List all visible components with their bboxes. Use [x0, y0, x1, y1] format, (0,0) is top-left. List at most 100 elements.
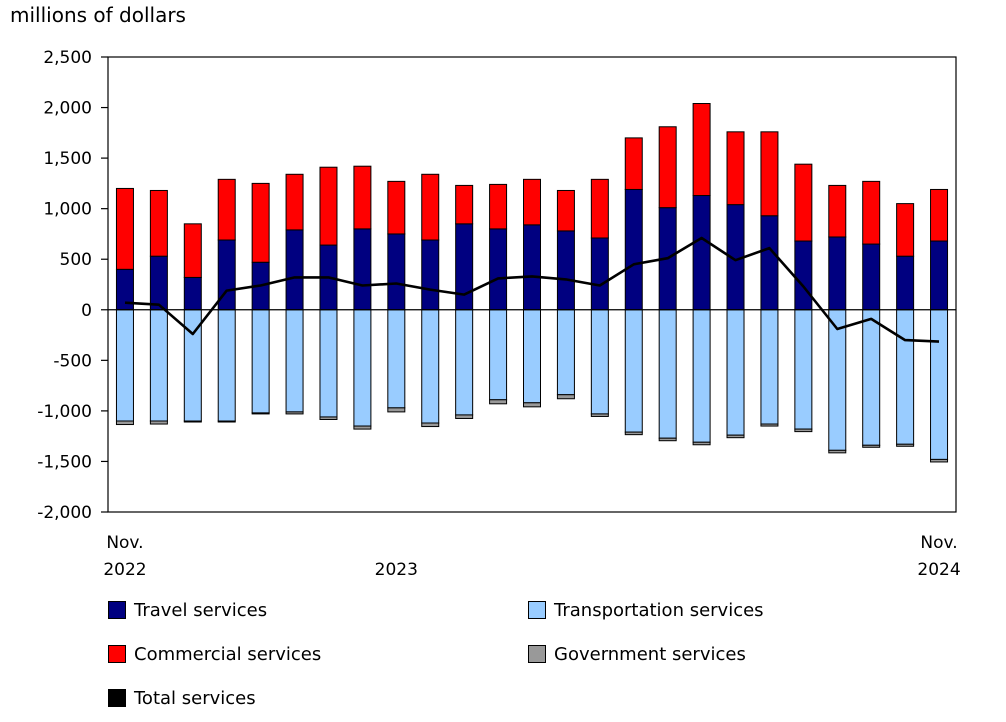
bar-commercial-services	[523, 178, 541, 226]
bar-government-services	[692, 441, 711, 446]
bar-transportation-services	[523, 309, 541, 404]
bar-travel-services	[285, 229, 304, 311]
bar-commercial-services	[624, 137, 643, 190]
bar-government-services	[794, 428, 813, 433]
bar-travel-services	[896, 255, 915, 311]
bar-commercial-services	[183, 223, 202, 278]
bar-commercial-services	[455, 184, 474, 225]
bar-transportation-services	[319, 309, 338, 418]
bar-transportation-services	[115, 309, 134, 422]
bar-travel-services	[590, 237, 609, 311]
bar-transportation-services	[862, 309, 881, 446]
x-tick-label: 2022	[103, 560, 146, 580]
plot-area	[107, 56, 957, 513]
bar-commercial-services	[590, 178, 609, 239]
bar-government-services	[624, 431, 643, 436]
y-tick-label: 0	[81, 301, 92, 321]
bar-government-services	[149, 420, 168, 425]
bar-government-services	[319, 416, 338, 420]
bar-travel-services	[760, 215, 779, 311]
bar-commercial-services	[387, 180, 406, 235]
bar-government-services	[862, 444, 881, 448]
bar-travel-services	[489, 228, 508, 311]
bar-transportation-services	[760, 309, 779, 425]
bar-transportation-services	[251, 309, 270, 414]
y-tick-label: 500	[60, 250, 92, 270]
bar-transportation-services	[658, 309, 677, 439]
bar-commercial-services	[149, 189, 168, 257]
y-tick-label: 2,500	[43, 48, 92, 68]
y-tick-label: -2,000	[37, 503, 92, 523]
bar-transportation-services	[455, 309, 474, 416]
x-tick-label: 2023	[375, 560, 418, 580]
bar-commercial-services	[726, 131, 745, 206]
bar-transportation-services	[590, 309, 609, 415]
bar-commercial-services	[251, 182, 270, 263]
y-tick-label: -1,000	[37, 402, 92, 422]
bar-transportation-services	[726, 309, 745, 436]
bar-commercial-services	[828, 184, 847, 238]
bar-government-services	[421, 422, 440, 428]
bar-government-services	[285, 411, 304, 415]
bar-government-services	[183, 420, 202, 423]
bar-government-services	[590, 413, 609, 417]
bar-travel-services	[624, 188, 643, 311]
bar-travel-services	[353, 228, 372, 311]
bar-commercial-services	[556, 189, 575, 232]
bar-transportation-services	[421, 309, 440, 424]
y-tick-label: -1,500	[37, 452, 92, 472]
bar-transportation-services	[353, 309, 372, 427]
bar-transportation-services	[387, 309, 406, 409]
bar-transportation-services	[285, 309, 304, 413]
bar-government-services	[828, 449, 847, 454]
bar-travel-services	[930, 240, 949, 311]
bar-travel-services	[455, 223, 474, 311]
bar-travel-services	[692, 195, 711, 311]
bar-commercial-services	[217, 178, 236, 241]
bar-commercial-services	[285, 173, 304, 231]
bar-government-services	[115, 420, 134, 426]
y-tick-label: -500	[53, 351, 92, 371]
bar-commercial-services	[930, 188, 949, 242]
bar-travel-services	[794, 240, 813, 311]
y-tick-label: 1,500	[43, 149, 92, 169]
bar-government-services	[455, 414, 474, 419]
bar-government-services	[896, 443, 915, 447]
y-tick-label: 2,000	[43, 99, 92, 119]
bar-travel-services	[149, 255, 168, 311]
x-tick-label: 2024	[917, 560, 960, 580]
bar-commercial-services	[760, 131, 779, 217]
bar-government-services	[726, 434, 745, 439]
bar-travel-services	[523, 224, 541, 311]
bar-commercial-services	[353, 165, 372, 230]
y-axis-title: millions of dollars	[10, 3, 186, 27]
bar-transportation-services	[149, 309, 168, 422]
bar-commercial-services	[115, 187, 134, 270]
bar-government-services	[658, 437, 677, 442]
x-tick-label: Nov.	[920, 533, 957, 553]
bar-travel-services	[862, 243, 881, 311]
bar-government-services	[353, 425, 372, 430]
bar-commercial-services	[319, 166, 338, 246]
bar-commercial-services	[862, 180, 881, 245]
bar-transportation-services	[794, 309, 813, 430]
bar-commercial-services	[658, 126, 677, 209]
bar-government-services	[387, 407, 406, 413]
bar-commercial-services	[794, 163, 813, 242]
bar-transportation-services	[624, 309, 643, 433]
bar-travel-services	[421, 239, 440, 311]
bar-government-services	[251, 412, 270, 415]
bar-travel-services	[556, 230, 575, 311]
bar-transportation-services	[828, 309, 847, 451]
bar-travel-services	[387, 233, 406, 311]
bar-government-services	[556, 394, 575, 400]
bar-commercial-services	[489, 183, 508, 230]
bar-travel-services	[183, 276, 202, 311]
bar-travel-services	[828, 236, 847, 311]
x-tick-label: Nov.	[106, 533, 143, 553]
bar-government-services	[760, 423, 779, 427]
bar-government-services	[523, 402, 541, 408]
bar-commercial-services	[896, 203, 915, 257]
bar-government-services	[217, 420, 236, 423]
